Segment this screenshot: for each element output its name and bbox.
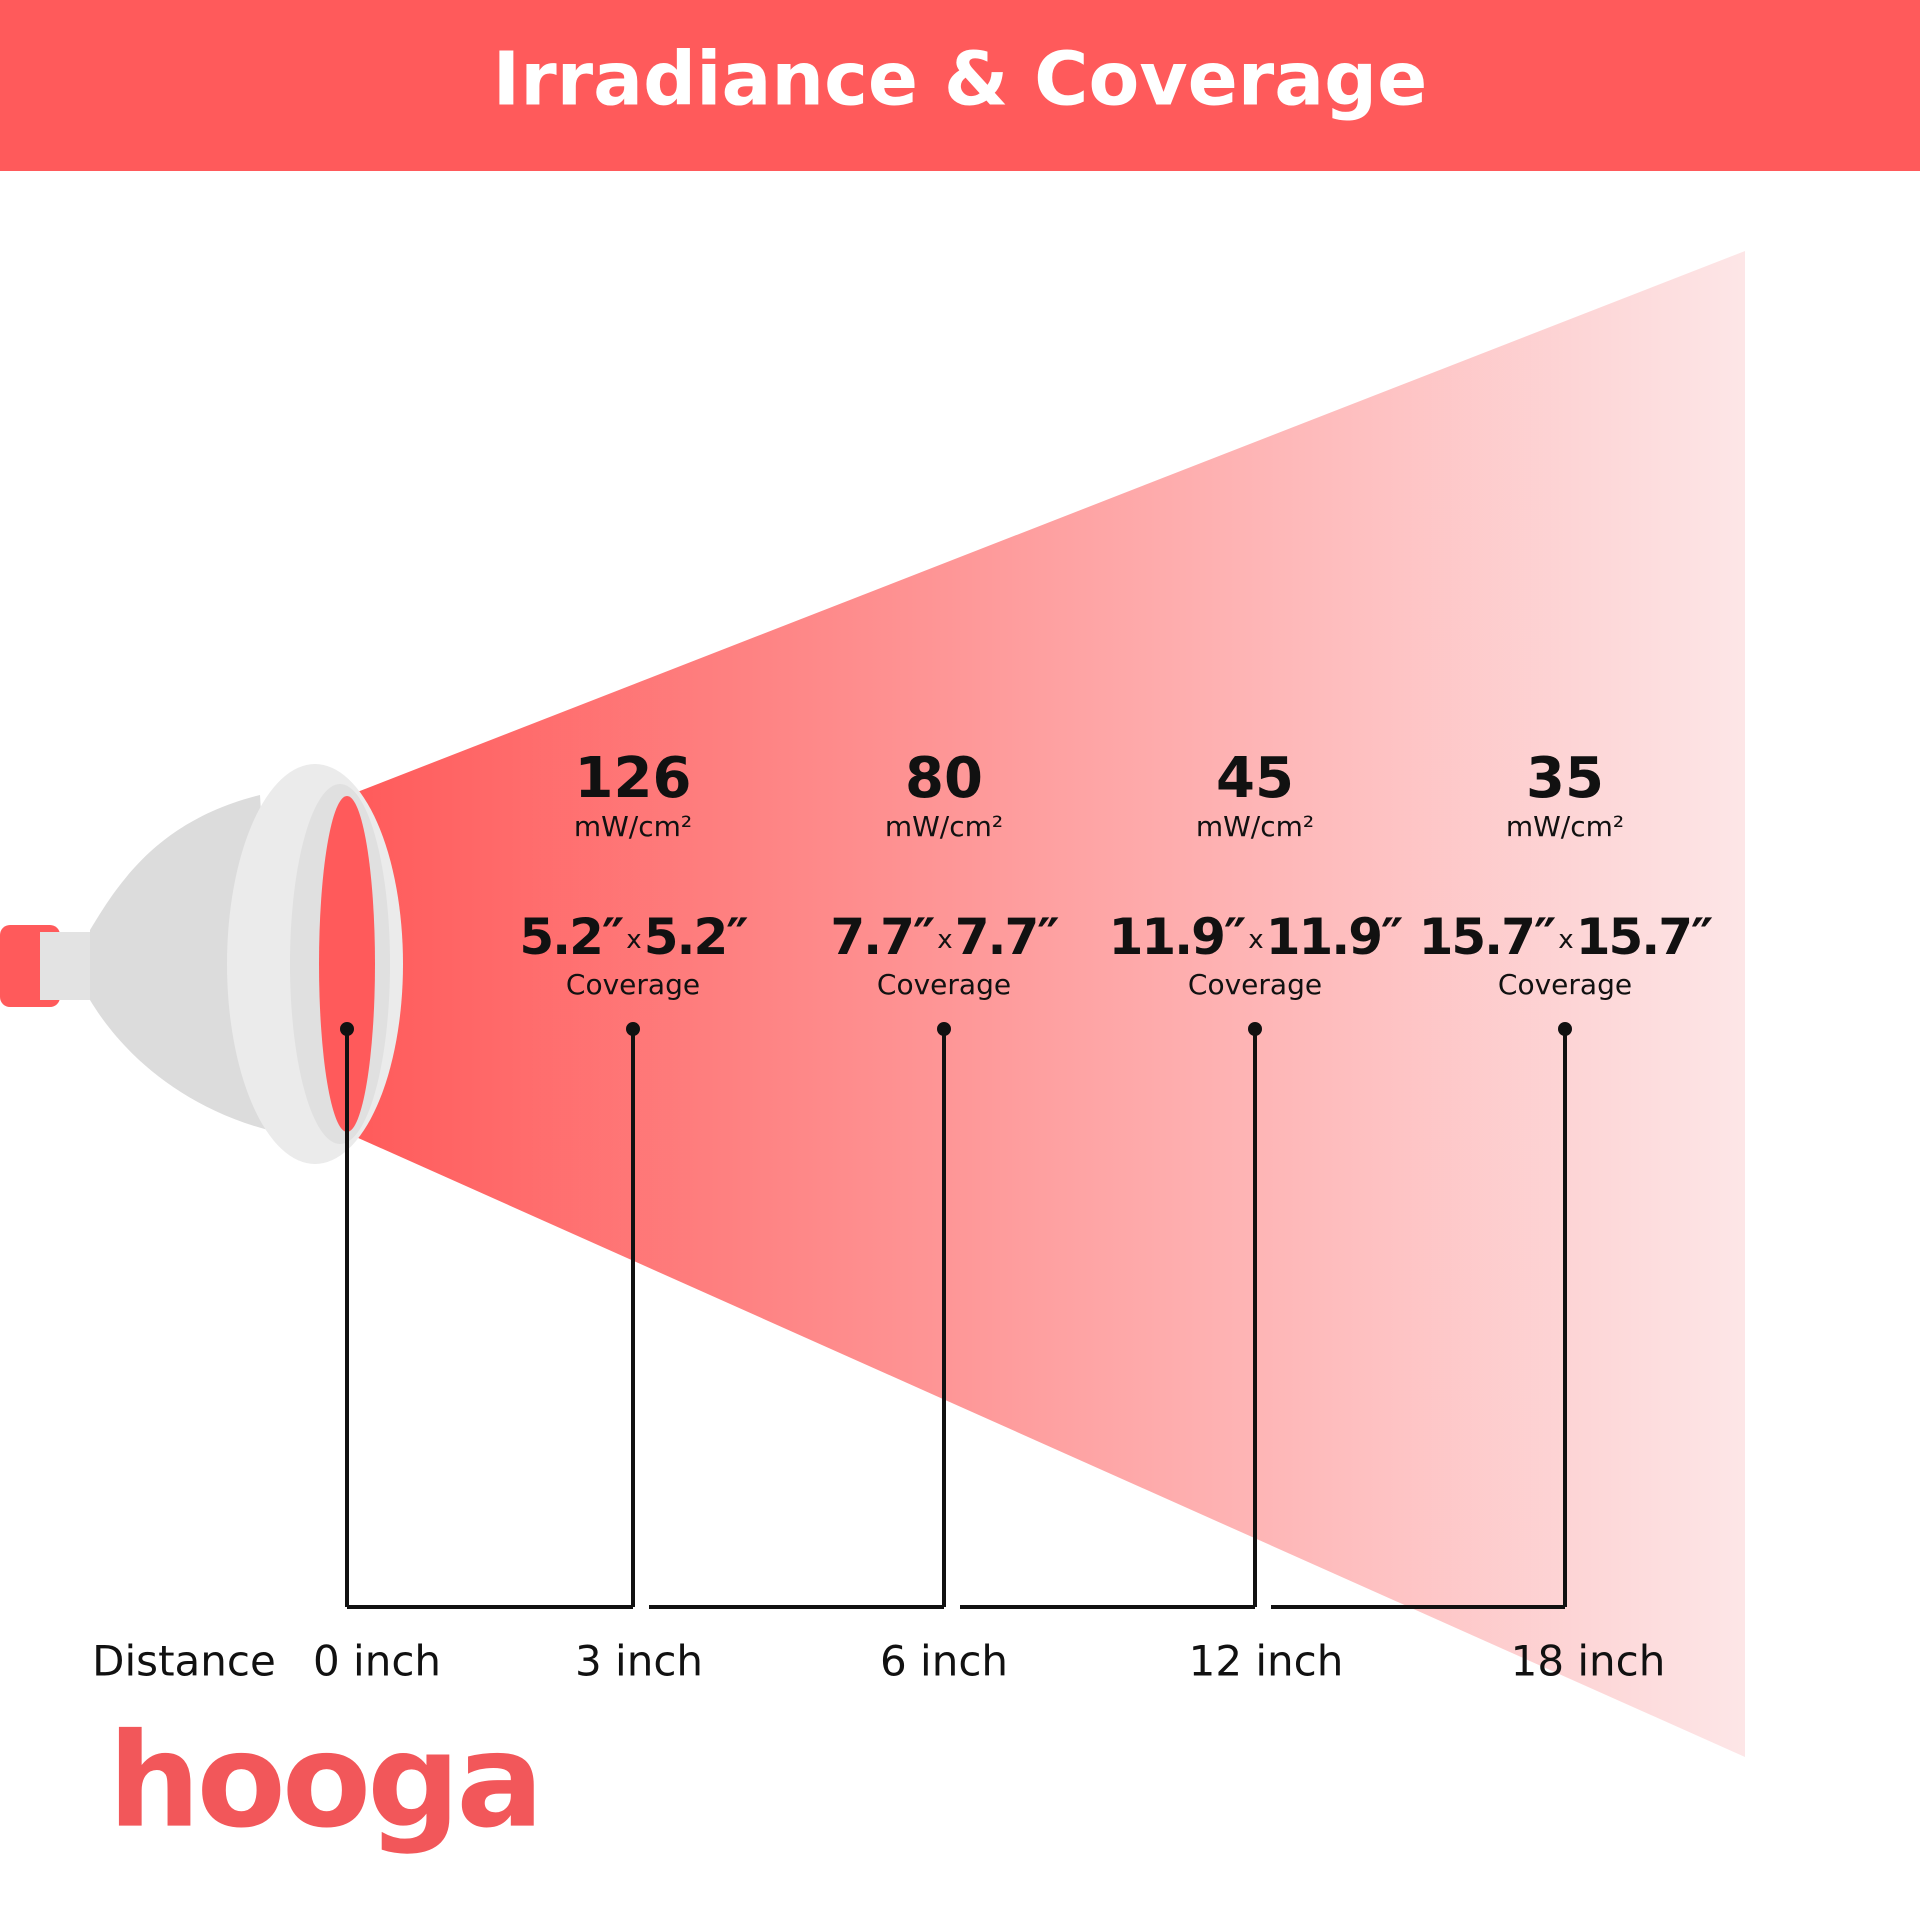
coverage-times: x [1558, 925, 1573, 955]
coverage-size: 15.7″ x15.7″ [1419, 908, 1713, 966]
marker-dot [340, 1022, 354, 1036]
coverage-label: Coverage [1188, 968, 1322, 1001]
coverage-size: 7.7″ x7.7″ [830, 908, 1059, 966]
coverage-height: 5.2″ [644, 908, 749, 966]
irradiance-value: 35 [1526, 746, 1604, 811]
coverage-width: 7.7″ [830, 908, 935, 966]
lamp [0, 764, 403, 1164]
marker-dot [1558, 1022, 1572, 1036]
logo: hooga [108, 1705, 540, 1857]
title: Irradiance & Coverage [493, 37, 1428, 123]
coverage-label: Coverage [1498, 968, 1632, 1001]
coverage-height: 11.9″ [1266, 908, 1403, 966]
distance-value: 6 inch [880, 1637, 1008, 1686]
coverage-width: 5.2″ [519, 908, 624, 966]
irradiance-unit: mW/cm² [574, 810, 692, 843]
header-bar [0, 0, 1920, 171]
irradiance-unit: mW/cm² [885, 810, 1003, 843]
irradiance-unit: mW/cm² [1506, 810, 1624, 843]
light-beam [347, 251, 1745, 1757]
distance-value: 0 inch [313, 1637, 441, 1686]
coverage-width: 15.7″ [1419, 908, 1556, 966]
lamp-body [90, 795, 280, 1133]
coverage-times: x [626, 925, 641, 955]
irradiance-unit: mW/cm² [1196, 810, 1314, 843]
marker-dot [626, 1022, 640, 1036]
distance-value: 18 inch [1511, 1637, 1666, 1686]
coverage-height: 7.7″ [955, 908, 1060, 966]
coverage-label: Coverage [877, 968, 1011, 1001]
irradiance-value: 45 [1216, 746, 1294, 811]
distance-label: Distance [92, 1637, 276, 1686]
coverage-times: x [937, 925, 952, 955]
distance-value: 12 inch [1189, 1637, 1344, 1686]
coverage-height: 15.7″ [1576, 908, 1713, 966]
distance-value: 3 inch [575, 1637, 703, 1686]
coverage-times: x [1248, 925, 1263, 955]
coverage-width: 11.9″ [1109, 908, 1246, 966]
coverage-label: Coverage [566, 968, 700, 1001]
coverage-size: 11.9″ x11.9″ [1109, 908, 1403, 966]
marker-dot [937, 1022, 951, 1036]
irradiance-value: 80 [905, 746, 983, 811]
coverage-size: 5.2″ x5.2″ [519, 908, 748, 966]
distance-lines [340, 1022, 1572, 1609]
marker-dot [1248, 1022, 1262, 1036]
lamp-lens [319, 796, 375, 1132]
irradiance-value: 126 [575, 746, 692, 811]
